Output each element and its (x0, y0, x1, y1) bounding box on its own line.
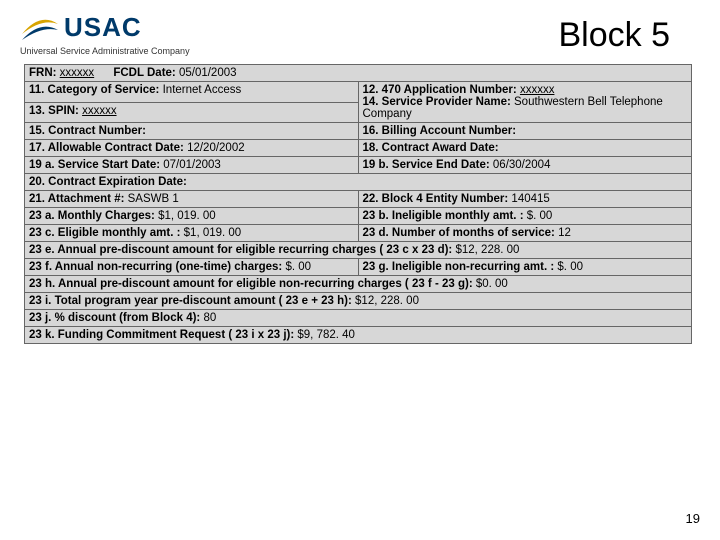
cell-12-14: 12. 470 Application Number: xxxxxx 14. S… (358, 82, 692, 123)
f18-label: 18. Contract Award Date: (363, 142, 499, 154)
f23h-value: $0. 00 (476, 278, 508, 290)
cell-23j: 23 j. % discount (from Block 4): 80 (25, 310, 692, 327)
f11-label: 11. Category of Service: (29, 84, 159, 96)
row-frn: FRN: xxxxxx FCDL Date: 05/01/2003 (25, 65, 692, 82)
fcdl-value: 05/01/2003 (179, 67, 237, 79)
f23d-label: 23 d. Number of months of service: (363, 227, 555, 239)
f20-label: 20. Contract Expiration Date: (29, 176, 187, 188)
f23i-value: $12, 228. 00 (355, 295, 419, 307)
cell-21: 21. Attachment #: SASWB 1 (25, 191, 359, 208)
f12-label: 12. 470 Application Number: (363, 84, 517, 96)
f13-value: xxxxxx (82, 105, 117, 117)
f23f-label: 23 f. Annual non-recurring (one-time) ch… (29, 261, 282, 273)
f15-label: 15. Contract Number: (29, 125, 146, 137)
f19a-value: 07/01/2003 (163, 159, 221, 171)
cell-23i: 23 i. Total program year pre-discount am… (25, 293, 692, 310)
cell-22: 22. Block 4 Entity Number: 140415 (358, 191, 692, 208)
logo-text: USAC (64, 12, 142, 43)
page-title: Block 5 (559, 16, 671, 55)
cell-23c: 23 c. Eligible monthly amt. : $1, 019. 0… (25, 225, 359, 242)
f23c-label: 23 c. Eligible monthly amt. : (29, 227, 180, 239)
logo-swoosh-icon (20, 10, 60, 44)
f23e-label: 23 e. Annual pre-discount amount for eli… (29, 244, 452, 256)
f22-label: 22. Block 4 Entity Number: (363, 193, 509, 205)
cell-23h: 23 h. Annual pre-discount amount for eli… (25, 276, 692, 293)
cell-15: 15. Contract Number: (25, 123, 359, 140)
f23j-value: 80 (203, 312, 216, 324)
cell-23g: 23 g. Ineligible non-recurring amt. : $.… (358, 259, 692, 276)
cell-17: 17. Allowable Contract Date: 12/20/2002 (25, 140, 359, 157)
f19b-label: 19 b. Service End Date: (363, 159, 490, 171)
f12-value: xxxxxx (520, 84, 555, 96)
header: USAC Universal Service Administrative Co… (0, 0, 720, 56)
f23c-value: $1, 019. 00 (184, 227, 242, 239)
f13-label: 13. SPIN: (29, 105, 79, 117)
f23a-value: $1, 019. 00 (158, 210, 216, 222)
logo-subtitle: Universal Service Administrative Company (20, 46, 190, 56)
f23b-value: $. 00 (527, 210, 553, 222)
f23b-label: 23 b. Ineligible monthly amt. : (363, 210, 524, 222)
f19b-value: 06/30/2004 (493, 159, 551, 171)
page-number: 19 (686, 511, 700, 526)
f23f-value: $. 00 (285, 261, 311, 273)
cell-23e: 23 e. Annual pre-discount amount for eli… (25, 242, 692, 259)
f14-label: 14. Service Provider Name: (363, 96, 511, 108)
f17-value: 12/20/2002 (187, 142, 245, 154)
f23i-label: 23 i. Total program year pre-discount am… (29, 295, 352, 307)
cell-19a: 19 a. Service Start Date: 07/01/2003 (25, 157, 359, 174)
f21-label: 21. Attachment #: (29, 193, 124, 205)
f23a-label: 23 a. Monthly Charges: (29, 210, 155, 222)
f23g-label: 23 g. Ineligible non-recurring amt. : (363, 261, 555, 273)
f11-value: Internet Access (163, 84, 242, 96)
f23k-label: 23 k. Funding Commitment Request ( 23 i … (29, 329, 294, 341)
cell-23k: 23 k. Funding Commitment Request ( 23 i … (25, 327, 692, 344)
cell-11: 11. Category of Service: Internet Access (25, 82, 359, 103)
cell-19b: 19 b. Service End Date: 06/30/2004 (358, 157, 692, 174)
cell-16: 16. Billing Account Number: (358, 123, 692, 140)
cell-13: 13. SPIN: xxxxxx (25, 102, 359, 123)
cell-23a: 23 a. Monthly Charges: $1, 019. 00 (25, 208, 359, 225)
f21-value: SASWB 1 (128, 193, 179, 205)
f23h-label: 23 h. Annual pre-discount amount for eli… (29, 278, 473, 290)
f23j-label: 23 j. % discount (from Block 4): (29, 312, 200, 324)
cell-20: 20. Contract Expiration Date: (25, 174, 692, 191)
f23g-value: $. 00 (557, 261, 583, 273)
frn-label: FRN: (29, 67, 56, 79)
logo-block: USAC Universal Service Administrative Co… (20, 10, 190, 56)
cell-23d: 23 d. Number of months of service: 12 (358, 225, 692, 242)
frn-value: xxxxxx (60, 67, 95, 79)
f16-label: 16. Billing Account Number: (363, 125, 517, 137)
cell-23b: 23 b. Ineligible monthly amt. : $. 00 (358, 208, 692, 225)
f22-value: 140415 (511, 193, 549, 205)
f23d-value: 12 (558, 227, 571, 239)
f17-label: 17. Allowable Contract Date: (29, 142, 184, 154)
f23k-value: $9, 782. 40 (297, 329, 355, 341)
block5-form-table: FRN: xxxxxx FCDL Date: 05/01/2003 11. Ca… (24, 64, 692, 344)
f23e-value: $12, 228. 00 (455, 244, 519, 256)
cell-18: 18. Contract Award Date: (358, 140, 692, 157)
f19a-label: 19 a. Service Start Date: (29, 159, 160, 171)
cell-23f: 23 f. Annual non-recurring (one-time) ch… (25, 259, 359, 276)
fcdl-label: FCDL Date: (113, 67, 175, 79)
